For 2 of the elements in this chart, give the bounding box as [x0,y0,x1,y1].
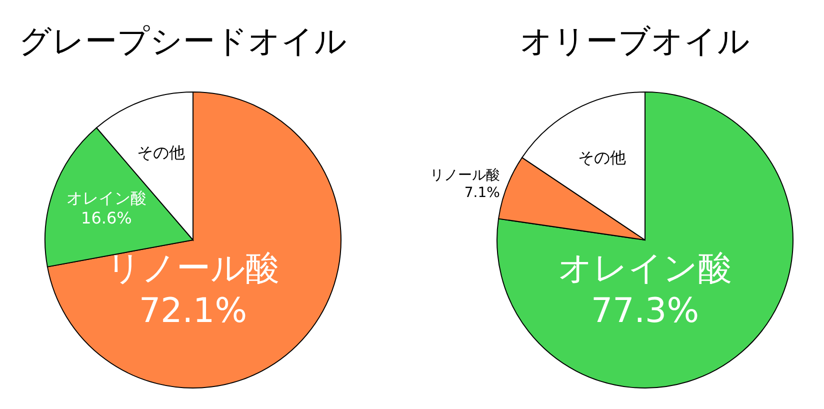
title: グレープシードオイル [19,22,347,60]
title: オリーブオイル [520,22,750,60]
